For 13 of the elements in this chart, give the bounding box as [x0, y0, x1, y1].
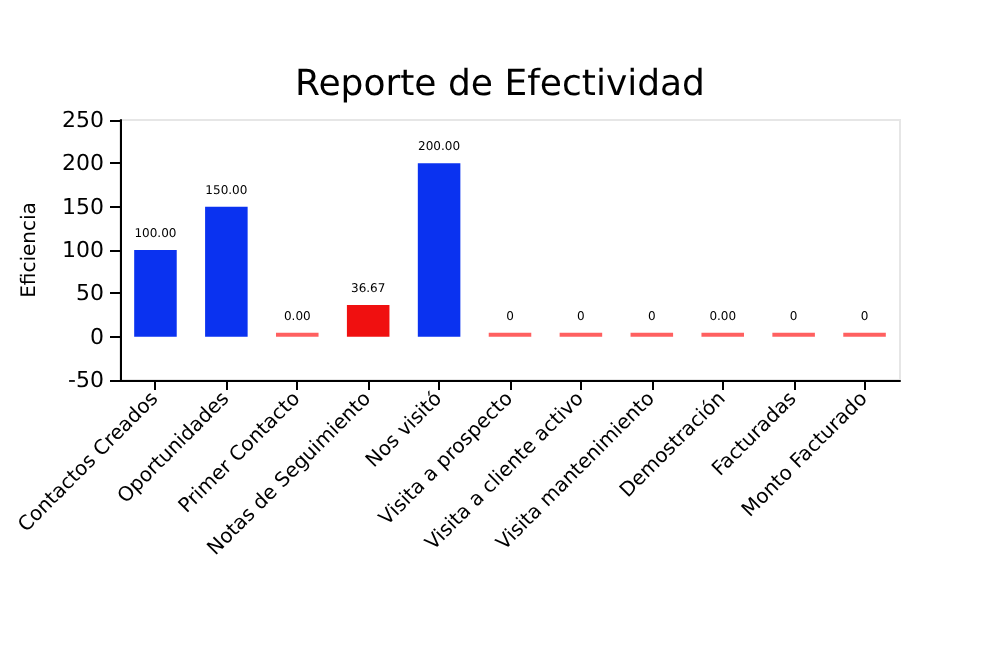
- bar: [346, 304, 390, 337]
- bar: [134, 250, 177, 337]
- y-tick-label: 100: [62, 237, 104, 263]
- bar: [205, 206, 248, 337]
- y-tick-label: 50: [76, 280, 104, 307]
- y-tick-label: 250: [62, 107, 104, 133]
- y-tick-label: -50: [68, 367, 104, 393]
- y-tick-label: 150: [62, 193, 104, 220]
- bar: [417, 163, 461, 337]
- y-axis-title: Eficiencia: [19, 202, 42, 298]
- y-tick-label: 200: [62, 150, 104, 177]
- y-tick-label: 0: [90, 323, 104, 350]
- chart-title: Reporte de Efectividad: [295, 63, 705, 105]
